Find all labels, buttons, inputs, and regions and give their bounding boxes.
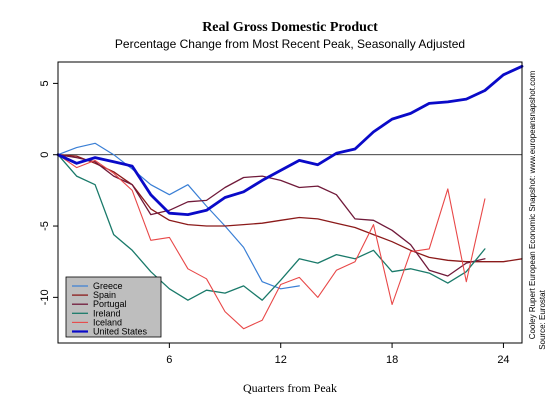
series-line-iceland	[57, 154, 486, 330]
y-tick-label: 0	[39, 152, 51, 158]
legend-box	[65, 276, 162, 338]
y-tick-label: 5	[39, 80, 51, 86]
x-tick-label: 24	[497, 354, 509, 366]
chart-title: Real Gross Domestic Product	[202, 20, 378, 35]
series-line-united-states	[56, 64, 524, 217]
plot-area: 6 12 18 24 5 0 -5 -10 GreeceSpainPortugalIreland…	[39, 61, 524, 366]
legend-label-united-states: United States	[93, 327, 148, 337]
series-line-greece	[57, 142, 300, 290]
y-tick-label: -5	[39, 221, 51, 231]
x-tick-label: 18	[386, 354, 398, 366]
source-note-eurostat: Source: Eurostat	[538, 289, 547, 349]
legend-label-spain: Spain	[93, 290, 116, 300]
chart-subtitle: Percentage Change from Most Recent Peak,…	[115, 37, 465, 51]
source-note-website: Cooley Rupert European Economic Snapshot…	[528, 70, 537, 339]
y-tick-label: -10	[39, 289, 51, 305]
legend-label-ireland: Ireland	[93, 308, 121, 318]
legend-label-portugal: Portugal	[93, 299, 127, 309]
legend-label-iceland: Iceland	[93, 317, 122, 327]
x-tick-label: 6	[166, 354, 172, 366]
series-line-ireland	[57, 154, 486, 301]
legend-label-greece: Greece	[93, 281, 123, 291]
x-tick-label: 12	[275, 354, 287, 366]
series-line-portugal	[57, 154, 486, 277]
plot-frame	[57, 61, 523, 344]
x-axis-label: Quarters from Peak	[243, 381, 337, 395]
